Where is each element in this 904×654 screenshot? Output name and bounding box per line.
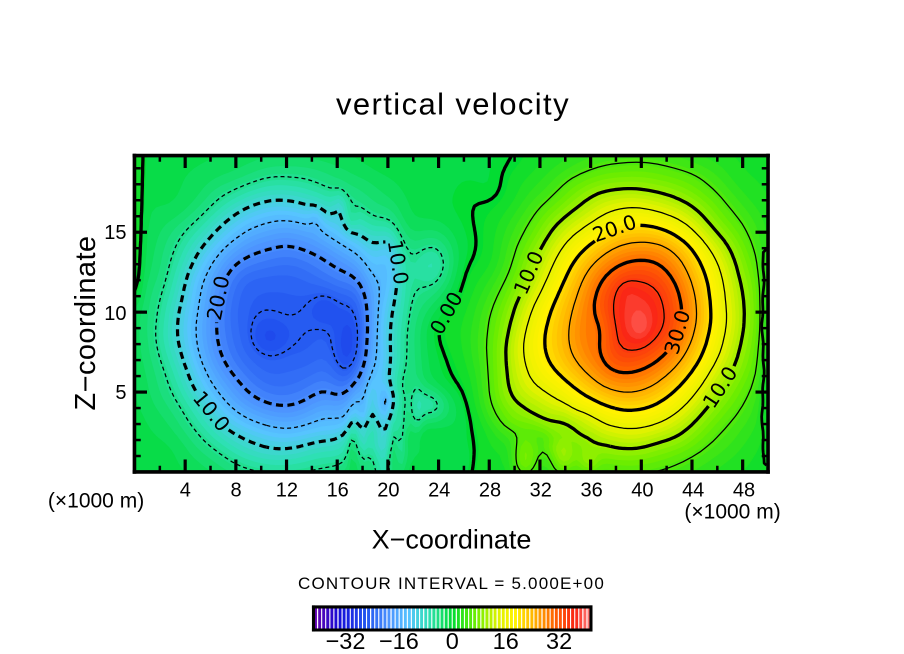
svg-text:CONTOUR INTERVAL = 5.000E+00: CONTOUR INTERVAL = 5.000E+00 (298, 574, 605, 593)
svg-text:15: 15 (104, 222, 126, 244)
svg-text:36: 36 (580, 480, 602, 502)
svg-text:4: 4 (180, 480, 191, 502)
svg-text:24: 24 (428, 480, 450, 502)
svg-text:−32: −32 (326, 628, 366, 654)
svg-text:20: 20 (377, 480, 399, 502)
svg-text:12: 12 (276, 480, 298, 502)
svg-text:Z−coordinate: Z−coordinate (70, 236, 102, 411)
svg-text:10: 10 (104, 303, 126, 325)
svg-text:16: 16 (493, 628, 519, 654)
svg-text:−16: −16 (379, 628, 419, 654)
svg-text:vertical velocity: vertical velocity (336, 87, 570, 122)
svg-text:32: 32 (530, 480, 552, 502)
svg-text:(×1000 m): (×1000 m) (48, 489, 144, 512)
svg-text:28: 28 (479, 480, 501, 502)
svg-text:32: 32 (546, 628, 572, 654)
svg-text:8: 8 (231, 480, 242, 502)
svg-text:40: 40 (631, 480, 653, 502)
svg-text:5: 5 (115, 382, 126, 404)
svg-text:0: 0 (446, 628, 459, 654)
svg-text:16: 16 (327, 480, 349, 502)
svg-text:44: 44 (682, 480, 704, 502)
svg-text:X−coordinate: X−coordinate (372, 525, 532, 555)
svg-text:(×1000 m): (×1000 m) (684, 501, 780, 524)
svg-text:48: 48 (733, 480, 755, 502)
